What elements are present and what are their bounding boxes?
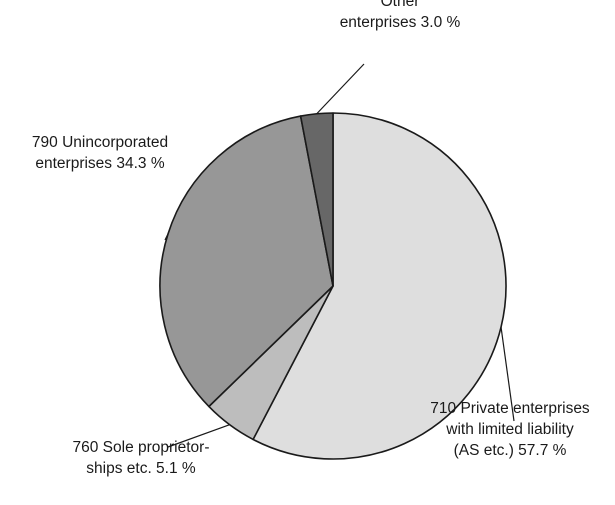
slice-label-line: 760 Sole proprietor-: [73, 439, 210, 456]
slice-label: Other enterprises 3.0 %: [340, 0, 461, 31]
slice-label-line: 790 Unincorporated: [32, 134, 168, 151]
slice-label-line: 710 Private enterprises: [430, 400, 590, 417]
leader-lines: [164, 63, 515, 448]
slice-label-line: ships etc. 5.1 %: [86, 460, 196, 477]
leader-line: [164, 233, 169, 241]
slice-label-line: with limited liability: [445, 421, 574, 438]
leader-line: [500, 327, 515, 422]
leader-line: [167, 424, 230, 448]
slice-label-line: enterprises 3.0 %: [340, 14, 461, 31]
slice-label-line: (AS etc.) 57.7 %: [454, 442, 567, 459]
slice-label: 760 Sole proprietor-ships etc. 5.1 %: [73, 439, 210, 477]
pie-slices: [159, 112, 507, 460]
leader-line: [316, 63, 365, 115]
slice-label: 790 Unincorporated enterprises 34.3 %: [32, 134, 168, 172]
pie-slice: [252, 112, 507, 460]
slice-label-line: Other: [381, 0, 420, 10]
slice-label: 710 Private enterprises with limited liab…: [430, 400, 590, 459]
slice-labels: 710 Private enterprises with limited liab…: [32, 0, 590, 477]
slice-label-line: enterprises 34.3 %: [35, 155, 164, 172]
